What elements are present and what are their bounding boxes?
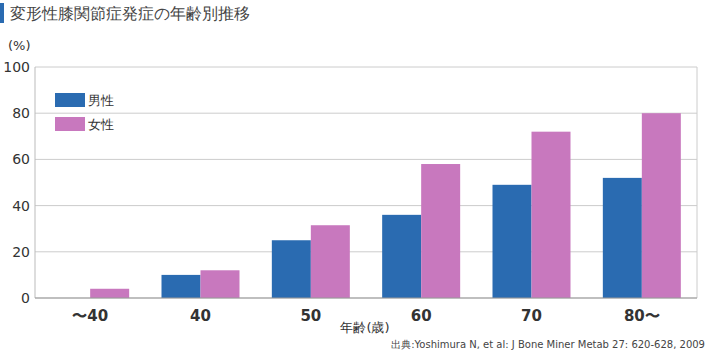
title: 変形性膝関節症発症の年齢別推移 (10, 4, 250, 23)
bar (642, 113, 681, 298)
grid-line (35, 251, 697, 252)
x-tick-label: 80〜 (624, 307, 660, 325)
y-tick-label: 0 (21, 290, 30, 306)
bars (90, 113, 681, 298)
bar (311, 225, 350, 298)
grid-line (35, 113, 697, 114)
y-tick-label: 20 (12, 244, 30, 260)
x-tick-label: 60 (411, 307, 432, 325)
bar (493, 185, 532, 298)
x-tick-label: 70 (521, 307, 542, 325)
chart-svg: 変形性膝関節症発症の年齢別推移 (%) 0 20 40 60 80 100 〜40 40 50 60 7… (0, 0, 710, 352)
x-axis-line (35, 298, 697, 299)
plot-frame (697, 67, 698, 298)
x-tick-label: 〜40 (72, 307, 108, 325)
bar (603, 178, 642, 298)
y-axis-line (35, 67, 36, 298)
x-axis-label: 年齢(歳) (340, 320, 389, 335)
grid-line (35, 67, 697, 68)
grid-line (35, 159, 697, 160)
x-tick-label: 50 (300, 307, 321, 325)
y-tick-label: 80 (12, 105, 30, 121)
x-tick-label: 40 (190, 307, 211, 325)
grid-line (35, 205, 697, 206)
bar (272, 240, 311, 298)
title-accent (0, 3, 4, 23)
legend-swatch (55, 93, 85, 107)
legend-label: 女性 (88, 117, 114, 132)
y-tick-label: 40 (12, 198, 30, 214)
bar (162, 275, 201, 298)
bar (382, 215, 421, 298)
bar (421, 164, 460, 298)
bar (201, 270, 240, 298)
grid-line (35, 298, 697, 299)
legend-swatch (55, 117, 85, 131)
legend-label: 男性 (88, 93, 114, 108)
y-tick-label: 100 (3, 59, 30, 75)
bar (90, 289, 129, 298)
source: 出典:Yoshimura N, et al: J Bone Miner Meta… (391, 339, 705, 350)
y-axis-label: (%) (8, 38, 31, 53)
y-tick-label: 60 (12, 151, 30, 167)
chart-container: 変形性膝関節症発症の年齢別推移 (%) 0 20 40 60 80 100 〜40 40 50 60 7… (0, 0, 710, 352)
bar (532, 132, 571, 298)
